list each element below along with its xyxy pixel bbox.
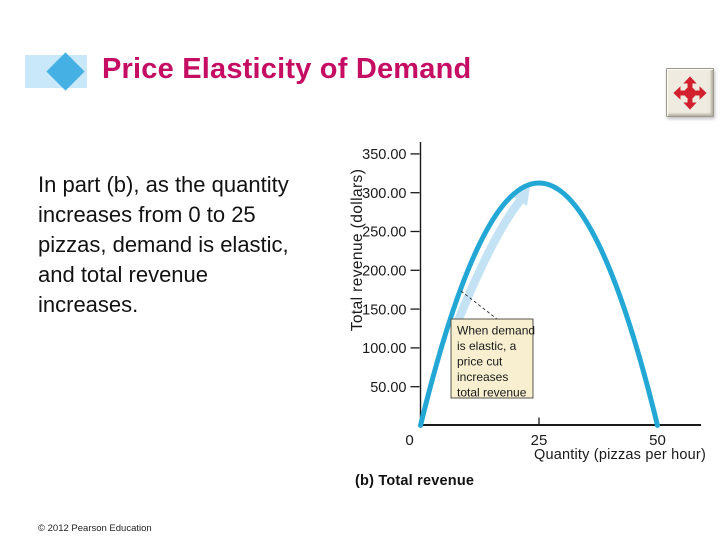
elastic-direction-arrow <box>453 197 524 326</box>
revenue-curve-layer <box>418 180 660 428</box>
move-arrows-icon <box>673 75 707 110</box>
elastic-direction-arrowhead <box>512 186 530 206</box>
y-tick-label: 100.00 <box>362 341 406 357</box>
x-tick-label: 25 <box>531 432 548 449</box>
x-tick-label: 0 <box>405 432 413 449</box>
y-ticks: 50.00 100.00 150.00 200.00 250.00 300.00 350.0… <box>362 147 420 396</box>
body-line: increases from 0 to 25 <box>38 202 256 227</box>
curve-highlight-arrow <box>453 186 530 326</box>
move-button[interactable] <box>666 68 714 117</box>
body-line: In part (b), as the quantity <box>38 172 289 197</box>
total-revenue-curve <box>418 180 660 428</box>
callout: When demand is elastic, a price cut incr… <box>450 318 535 400</box>
body-line: pizzas, demand is elastic, <box>38 232 289 257</box>
y-tick-label: 350.00 <box>362 147 406 163</box>
page-title: Price Elasticity of Demand <box>102 53 472 85</box>
body-text: In part (b), as the quantity increases f… <box>38 170 289 320</box>
callout-leader-line <box>460 290 498 320</box>
x-tick-label: 50 <box>649 432 666 449</box>
callout-line: total revenue <box>457 386 527 400</box>
y-tick-label: 50.00 <box>370 380 406 396</box>
y-tick-label: 150.00 <box>362 302 406 318</box>
copyright-footer: © 2012 Pearson Education <box>38 523 152 534</box>
callout-box <box>450 318 534 399</box>
x-ticks: 0 25 50 <box>405 417 666 449</box>
y-tick-label: 300.00 <box>362 186 406 202</box>
y-tick-label: 200.00 <box>362 264 406 280</box>
body-line: increases. <box>38 292 139 317</box>
callout-line: price cut <box>457 355 503 369</box>
callout-line: increases <box>457 370 508 384</box>
chart-caption: (b) Total revenue <box>355 473 475 489</box>
callout-line: When demand <box>457 324 535 338</box>
y-tick-label: 250.00 <box>362 225 406 241</box>
body-line: and total revenue <box>38 262 209 287</box>
x-axis-label: Quantity (pizzas per hour) <box>534 447 706 463</box>
y-axis-label: Total revenue (dollars) <box>349 169 366 332</box>
callout-line: is elastic, a <box>457 339 517 353</box>
